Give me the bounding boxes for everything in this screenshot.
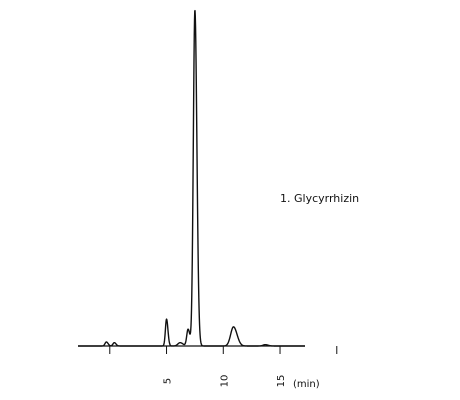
x-axis-ticks <box>109 346 338 354</box>
peak-annotation-glycyrrhizin: 1. Glycyrrhizin <box>280 192 359 205</box>
x-axis-tick-labels: 5 10 15 <box>163 375 288 388</box>
x-axis-unit-label: (min) <box>293 379 320 390</box>
chromatogram-trace <box>77 9 306 347</box>
x-tick-label-15: 15 <box>276 375 287 388</box>
x-tick-label-5: 5 <box>163 378 174 384</box>
x-tick-label-10: 10 <box>219 375 230 388</box>
